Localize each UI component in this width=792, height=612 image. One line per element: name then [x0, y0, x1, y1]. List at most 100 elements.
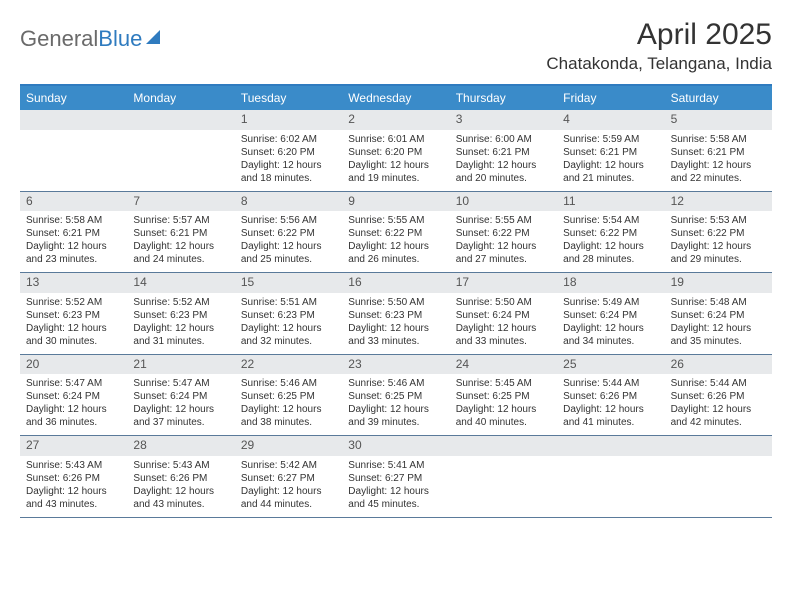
- weekday-header: Saturday: [665, 86, 772, 110]
- sunset-line: Sunset: 6:24 PM: [563, 309, 658, 322]
- day-number: 10: [450, 192, 557, 212]
- day-number: 14: [127, 273, 234, 293]
- calendar: SundayMondayTuesdayWednesdayThursdayFrid…: [20, 84, 772, 518]
- sunset-line: Sunset: 6:24 PM: [133, 390, 228, 403]
- day-number: 5: [665, 110, 772, 130]
- day-body: Sunrise: 5:57 AMSunset: 6:21 PMDaylight:…: [127, 211, 234, 272]
- day-body: Sunrise: 5:54 AMSunset: 6:22 PMDaylight:…: [557, 211, 664, 272]
- calendar-cell: 23Sunrise: 5:46 AMSunset: 6:25 PMDayligh…: [342, 355, 449, 436]
- calendar-cell: 9Sunrise: 5:55 AMSunset: 6:22 PMDaylight…: [342, 192, 449, 273]
- daylight-line: Daylight: 12 hours and 39 minutes.: [348, 403, 443, 429]
- sunrise-line: Sunrise: 5:51 AM: [241, 296, 336, 309]
- day-number: 29: [235, 436, 342, 456]
- sunset-line: Sunset: 6:22 PM: [348, 227, 443, 240]
- week-row: 13Sunrise: 5:52 AMSunset: 6:23 PMDayligh…: [20, 273, 772, 355]
- weekday-header: Sunday: [20, 86, 127, 110]
- sunset-line: Sunset: 6:20 PM: [241, 146, 336, 159]
- sunrise-line: Sunrise: 5:52 AM: [26, 296, 121, 309]
- daylight-line: Daylight: 12 hours and 24 minutes.: [133, 240, 228, 266]
- weeks: 1Sunrise: 6:02 AMSunset: 6:20 PMDaylight…: [20, 110, 772, 518]
- weekday-row: SundayMondayTuesdayWednesdayThursdayFrid…: [20, 86, 772, 110]
- sunrise-line: Sunrise: 5:58 AM: [671, 133, 766, 146]
- daylight-line: Daylight: 12 hours and 23 minutes.: [26, 240, 121, 266]
- day-number: 17: [450, 273, 557, 293]
- calendar-cell: 15Sunrise: 5:51 AMSunset: 6:23 PMDayligh…: [235, 273, 342, 354]
- sunrise-line: Sunrise: 5:47 AM: [133, 377, 228, 390]
- sunset-line: Sunset: 6:26 PM: [133, 472, 228, 485]
- day-number: 4: [557, 110, 664, 130]
- calendar-cell: [450, 436, 557, 517]
- calendar-cell: 6Sunrise: 5:58 AMSunset: 6:21 PMDaylight…: [20, 192, 127, 273]
- daylight-line: Daylight: 12 hours and 32 minutes.: [241, 322, 336, 348]
- calendar-cell: 12Sunrise: 5:53 AMSunset: 6:22 PMDayligh…: [665, 192, 772, 273]
- logo: GeneralBlue: [20, 18, 160, 52]
- sunrise-line: Sunrise: 5:47 AM: [26, 377, 121, 390]
- day-number: 23: [342, 355, 449, 375]
- sunset-line: Sunset: 6:22 PM: [456, 227, 551, 240]
- day-body: Sunrise: 5:52 AMSunset: 6:23 PMDaylight:…: [127, 293, 234, 354]
- day-number: [450, 436, 557, 456]
- sunset-line: Sunset: 6:23 PM: [348, 309, 443, 322]
- sunrise-line: Sunrise: 5:52 AM: [133, 296, 228, 309]
- day-body: Sunrise: 5:46 AMSunset: 6:25 PMDaylight:…: [235, 374, 342, 435]
- logo-triangle-icon: [146, 30, 160, 44]
- day-body: Sunrise: 5:51 AMSunset: 6:23 PMDaylight:…: [235, 293, 342, 354]
- sunrise-line: Sunrise: 5:54 AM: [563, 214, 658, 227]
- day-body: Sunrise: 6:02 AMSunset: 6:20 PMDaylight:…: [235, 130, 342, 191]
- sunrise-line: Sunrise: 5:59 AM: [563, 133, 658, 146]
- day-body: Sunrise: 5:52 AMSunset: 6:23 PMDaylight:…: [20, 293, 127, 354]
- sunset-line: Sunset: 6:22 PM: [563, 227, 658, 240]
- calendar-cell: 22Sunrise: 5:46 AMSunset: 6:25 PMDayligh…: [235, 355, 342, 436]
- sunrise-line: Sunrise: 5:44 AM: [671, 377, 766, 390]
- sunrise-line: Sunrise: 5:48 AM: [671, 296, 766, 309]
- calendar-cell: 10Sunrise: 5:55 AMSunset: 6:22 PMDayligh…: [450, 192, 557, 273]
- sunrise-line: Sunrise: 5:44 AM: [563, 377, 658, 390]
- header: GeneralBlue April 2025 Chatakonda, Telan…: [20, 18, 772, 74]
- day-number: [127, 110, 234, 130]
- sunset-line: Sunset: 6:24 PM: [26, 390, 121, 403]
- week-row: 1Sunrise: 6:02 AMSunset: 6:20 PMDaylight…: [20, 110, 772, 192]
- day-body: Sunrise: 5:43 AMSunset: 6:26 PMDaylight:…: [20, 456, 127, 517]
- sunrise-line: Sunrise: 5:43 AM: [26, 459, 121, 472]
- calendar-cell: 14Sunrise: 5:52 AMSunset: 6:23 PMDayligh…: [127, 273, 234, 354]
- sunrise-line: Sunrise: 5:49 AM: [563, 296, 658, 309]
- day-number: 25: [557, 355, 664, 375]
- calendar-cell: 30Sunrise: 5:41 AMSunset: 6:27 PMDayligh…: [342, 436, 449, 517]
- sunset-line: Sunset: 6:26 PM: [26, 472, 121, 485]
- daylight-line: Daylight: 12 hours and 22 minutes.: [671, 159, 766, 185]
- calendar-cell: 25Sunrise: 5:44 AMSunset: 6:26 PMDayligh…: [557, 355, 664, 436]
- day-body: Sunrise: 5:50 AMSunset: 6:23 PMDaylight:…: [342, 293, 449, 354]
- daylight-line: Daylight: 12 hours and 31 minutes.: [133, 322, 228, 348]
- sunset-line: Sunset: 6:21 PM: [26, 227, 121, 240]
- logo-part1: General: [20, 26, 98, 51]
- day-number: 9: [342, 192, 449, 212]
- daylight-line: Daylight: 12 hours and 28 minutes.: [563, 240, 658, 266]
- day-body: Sunrise: 5:45 AMSunset: 6:25 PMDaylight:…: [450, 374, 557, 435]
- day-number: [665, 436, 772, 456]
- calendar-cell: 2Sunrise: 6:01 AMSunset: 6:20 PMDaylight…: [342, 110, 449, 191]
- sunrise-line: Sunrise: 5:42 AM: [241, 459, 336, 472]
- calendar-cell: 21Sunrise: 5:47 AMSunset: 6:24 PMDayligh…: [127, 355, 234, 436]
- day-body: Sunrise: 5:47 AMSunset: 6:24 PMDaylight:…: [127, 374, 234, 435]
- day-body: Sunrise: 5:42 AMSunset: 6:27 PMDaylight:…: [235, 456, 342, 517]
- calendar-cell: 13Sunrise: 5:52 AMSunset: 6:23 PMDayligh…: [20, 273, 127, 354]
- day-body: Sunrise: 5:56 AMSunset: 6:22 PMDaylight:…: [235, 211, 342, 272]
- day-number: 27: [20, 436, 127, 456]
- day-body: Sunrise: 5:47 AMSunset: 6:24 PMDaylight:…: [20, 374, 127, 435]
- sunrise-line: Sunrise: 5:45 AM: [456, 377, 551, 390]
- day-number: 26: [665, 355, 772, 375]
- day-number: 7: [127, 192, 234, 212]
- sunrise-line: Sunrise: 5:50 AM: [456, 296, 551, 309]
- calendar-cell: 28Sunrise: 5:43 AMSunset: 6:26 PMDayligh…: [127, 436, 234, 517]
- sunset-line: Sunset: 6:21 PM: [456, 146, 551, 159]
- day-body: Sunrise: 5:53 AMSunset: 6:22 PMDaylight:…: [665, 211, 772, 272]
- day-number: 6: [20, 192, 127, 212]
- calendar-cell: 19Sunrise: 5:48 AMSunset: 6:24 PMDayligh…: [665, 273, 772, 354]
- calendar-cell: 17Sunrise: 5:50 AMSunset: 6:24 PMDayligh…: [450, 273, 557, 354]
- sunrise-line: Sunrise: 5:55 AM: [456, 214, 551, 227]
- day-number: 3: [450, 110, 557, 130]
- daylight-line: Daylight: 12 hours and 36 minutes.: [26, 403, 121, 429]
- sunset-line: Sunset: 6:23 PM: [241, 309, 336, 322]
- day-body: Sunrise: 5:50 AMSunset: 6:24 PMDaylight:…: [450, 293, 557, 354]
- day-number: 13: [20, 273, 127, 293]
